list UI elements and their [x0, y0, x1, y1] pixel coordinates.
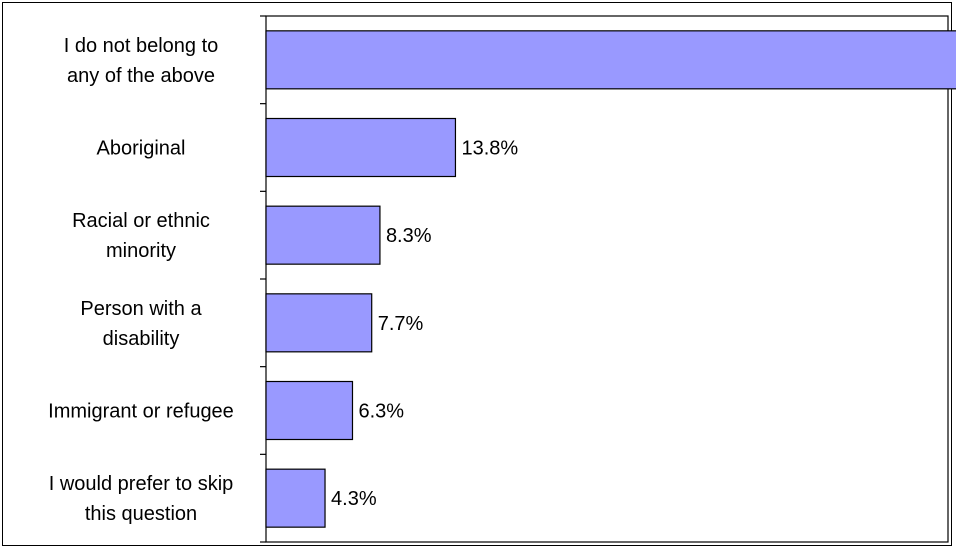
category-label: I do not belong to any of the above: [64, 35, 219, 87]
data-label: 4.3%: [331, 488, 377, 510]
category-label-line: I do not belong to: [64, 35, 219, 57]
data-label: 8.3%: [386, 225, 432, 247]
category-label-line: minority: [106, 240, 176, 262]
bar: [265, 293, 373, 353]
data-label: 7.7%: [378, 313, 424, 335]
category-label-line: Racial or ethnic: [72, 210, 210, 232]
data-label: 13.8%: [461, 138, 518, 160]
category-label-line: Person with a: [80, 298, 202, 320]
category-label-line: disability: [103, 328, 180, 350]
category-label-line: Aboriginal: [97, 138, 186, 160]
bar: [265, 468, 326, 528]
category-label: Immigrant or refugee: [48, 401, 234, 423]
category-label: Aboriginal: [97, 138, 186, 160]
category-label: I would prefer to skip this question: [49, 473, 234, 525]
bar: [265, 30, 956, 90]
bar: [265, 380, 354, 441]
data-label: 6.3%: [358, 401, 404, 423]
category-label-line: any of the above: [67, 65, 215, 87]
category-label: Racial or ethnic minority: [72, 210, 210, 262]
category-label-line: Immigrant or refugee: [48, 401, 234, 423]
bar: [265, 205, 381, 265]
plot-area: [265, 15, 949, 543]
category-label-line: this question: [85, 503, 197, 525]
category-label: Person with a disability: [80, 298, 202, 350]
category-label-line: I would prefer to skip: [49, 473, 234, 495]
bar: [265, 117, 457, 178]
